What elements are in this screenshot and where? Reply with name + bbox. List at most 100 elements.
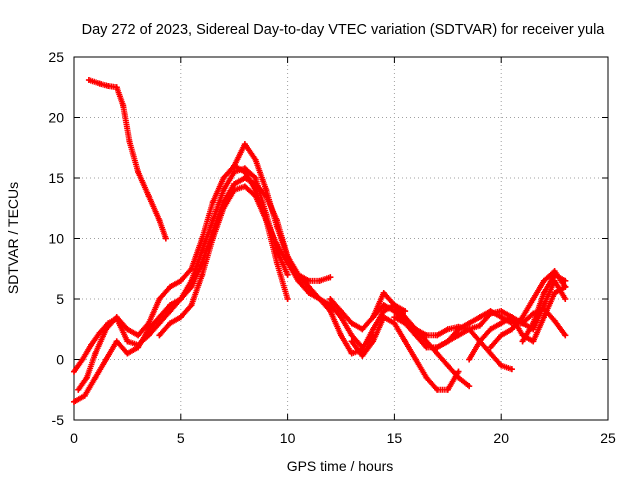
data-point [231, 187, 238, 194]
data-point [487, 310, 494, 317]
data-point [252, 175, 259, 181]
data-point [124, 326, 131, 333]
data-point [348, 350, 355, 357]
data-point [348, 332, 355, 339]
data-point [156, 314, 163, 321]
data-point [113, 314, 120, 321]
data-point [124, 338, 131, 345]
data-point [402, 320, 409, 327]
data-point [167, 283, 174, 290]
data-point [113, 84, 120, 91]
data-point [167, 308, 174, 315]
data-point [423, 332, 430, 339]
data-point [466, 383, 473, 390]
data-point [241, 183, 248, 190]
data-point [487, 326, 494, 333]
data-point [434, 344, 441, 351]
data-point [295, 271, 302, 278]
data-point [188, 265, 195, 272]
data-point [241, 168, 248, 175]
data-point [551, 289, 558, 296]
data-point [444, 386, 451, 393]
data-point [327, 308, 334, 315]
data-point [113, 338, 120, 345]
x-tick-label: 0 [70, 430, 78, 446]
data-point [71, 398, 77, 405]
data-point [338, 308, 344, 315]
data-point [188, 302, 195, 309]
data-point [316, 296, 323, 302]
x-tick-label: 5 [177, 430, 185, 446]
data-point [498, 320, 505, 327]
data-point [391, 302, 398, 309]
data-point [252, 156, 259, 163]
data-point [562, 277, 569, 284]
data-point [391, 320, 398, 327]
y-tick-label: 10 [48, 231, 64, 247]
data-point [231, 168, 238, 175]
data-point [120, 102, 127, 109]
data-point [71, 368, 77, 375]
data-point [519, 338, 526, 345]
ticks: 0 5 10 15 20 25 -5 0 5 10 15 20 25 [48, 49, 616, 446]
data-point [252, 193, 259, 200]
data-point [466, 320, 473, 327]
data-point [370, 314, 377, 321]
data-point [370, 338, 377, 345]
data-point [199, 271, 206, 278]
data-point [551, 271, 558, 278]
data-point [263, 217, 270, 224]
data-point [455, 332, 462, 339]
data-point [167, 302, 174, 309]
data-point [284, 253, 291, 260]
data-point [519, 320, 526, 327]
data-point [177, 314, 184, 321]
data-point [188, 283, 195, 290]
data-point [327, 296, 334, 302]
data-point [273, 241, 280, 248]
series-track-c [71, 175, 334, 405]
data-point [359, 326, 366, 333]
data-point [508, 366, 515, 373]
data-point [444, 338, 451, 345]
data-point [295, 277, 302, 284]
data-point [551, 317, 558, 324]
data-point [284, 296, 291, 302]
data-point [455, 368, 462, 375]
y-tick-label: 20 [48, 110, 64, 126]
data-point [273, 259, 280, 266]
data-point [92, 350, 99, 357]
data-point [209, 235, 216, 242]
data-point [135, 344, 142, 351]
data-point [124, 350, 131, 357]
data-point [434, 350, 441, 357]
data-point [88, 341, 95, 348]
series-track-k [434, 283, 569, 351]
chart-title: Day 272 of 2023, Sidereal Day-to-day VTE… [82, 22, 606, 38]
data-point [423, 338, 430, 345]
data-point [455, 326, 462, 333]
data-point [444, 362, 451, 369]
data-point [498, 332, 505, 339]
data-point [348, 338, 355, 345]
data-point [135, 168, 142, 175]
data-point [466, 326, 473, 333]
data-marks [71, 76, 569, 405]
data-point [199, 235, 206, 242]
data-point [273, 223, 280, 230]
data-point [85, 76, 92, 83]
data-point [156, 320, 163, 327]
data-point [156, 332, 163, 339]
series-track-a [85, 76, 169, 242]
y-tick-label: -5 [52, 412, 65, 428]
data-point [167, 320, 174, 327]
data-point [540, 314, 547, 321]
grid [74, 57, 608, 420]
data-point [231, 162, 238, 169]
data-point [305, 277, 312, 284]
data-point [476, 322, 483, 329]
data-point [284, 271, 291, 278]
data-point [508, 314, 515, 321]
data-point [412, 356, 419, 363]
